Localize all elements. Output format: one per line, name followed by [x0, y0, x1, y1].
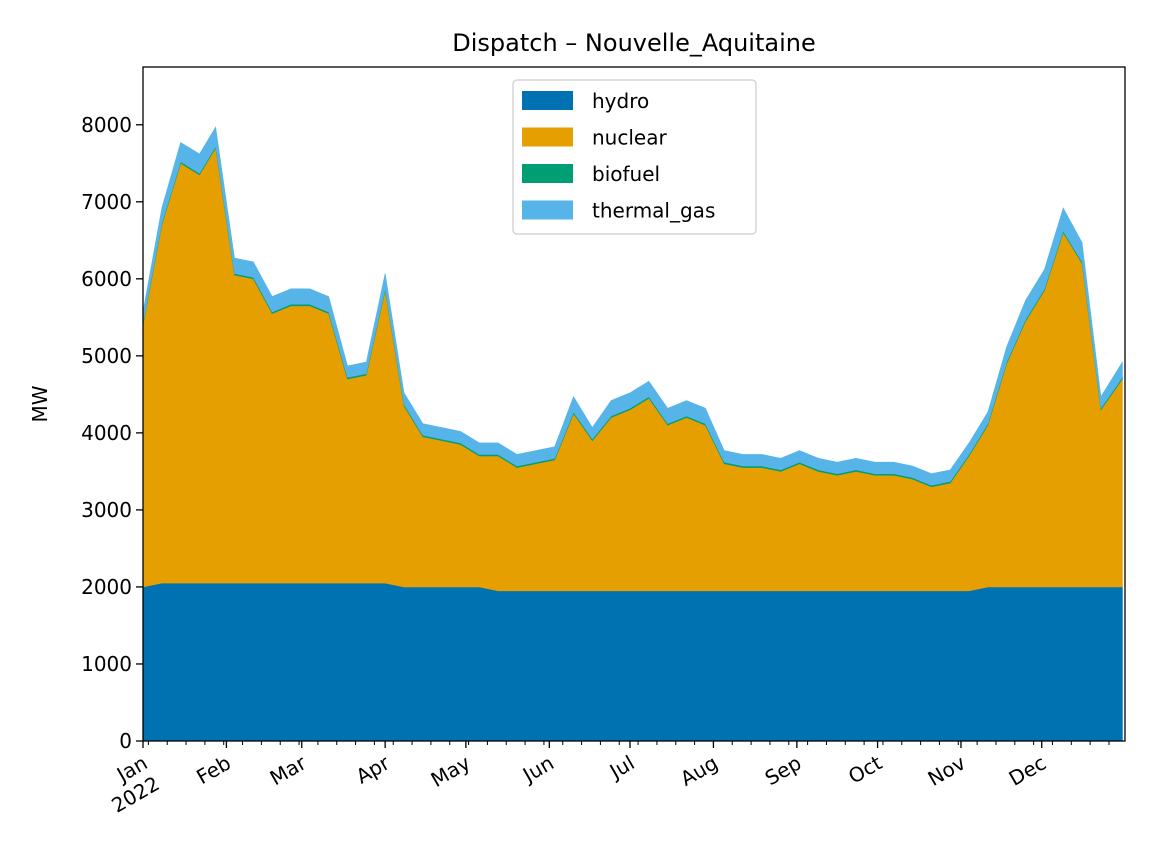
y-tick-label: 8000: [81, 113, 132, 137]
area-thermal_gas: [142, 126, 1123, 486]
y-tick-label: 3000: [81, 498, 132, 522]
y-axis-label: MW: [28, 385, 52, 422]
y-tick-label: 1000: [81, 652, 132, 676]
legend-swatch-thermal_gas: [522, 200, 573, 220]
y-tick-label: 5000: [81, 344, 132, 368]
y-tick-label: 7000: [81, 190, 132, 214]
legend-label-biofuel: biofuel: [592, 162, 660, 186]
plot-area: [142, 66, 1126, 742]
y-tick-label: 2000: [81, 575, 132, 599]
legend-swatch-hydro: [522, 91, 573, 110]
legend-swatch-nuclear: [522, 127, 573, 147]
legend-label-thermal_gas: thermal_gas: [592, 199, 715, 223]
legend-label-hydro: hydro: [592, 89, 649, 113]
legend-label-nuclear: nuclear: [592, 126, 667, 150]
y-tick-label: 0: [119, 729, 132, 753]
y-tick-label: 4000: [81, 421, 132, 445]
y-axis: 0 1000 2000 3000 4000 5000 6000 7000 8000: [81, 113, 143, 753]
axes-frame: [142, 66, 1126, 742]
legend: hydro nuclear biofuel thermal_gas: [512, 79, 757, 235]
area-hydro: [142, 582, 1123, 742]
legend-box: [512, 79, 757, 235]
legend-swatch-biofuel: [522, 164, 573, 183]
y-tick-label: 6000: [81, 267, 132, 291]
chart-title: Dispatch – Nouvelle_Aquitaine: [452, 29, 815, 57]
